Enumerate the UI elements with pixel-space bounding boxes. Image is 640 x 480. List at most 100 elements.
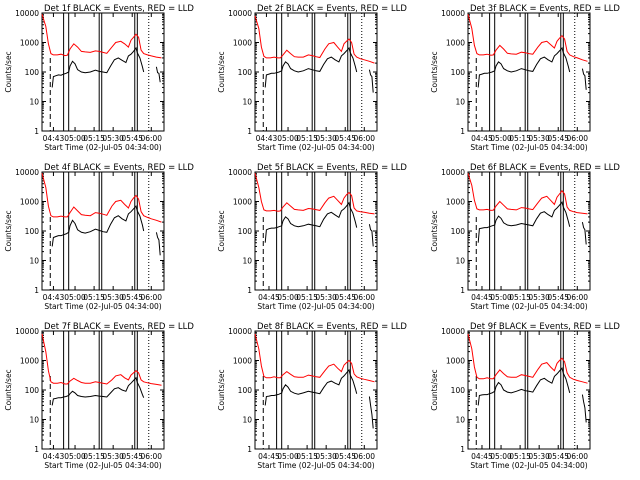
x-tick-label: 04:43 [256,134,278,143]
y-tick-label: 10000 [15,327,39,336]
y-axis-label: Counts/sec [217,51,226,92]
panel-title: Det 9f BLACK = Events, RED = LLD [470,322,620,332]
y-tick-label: 10000 [441,327,465,336]
x-axis-label: Start Time (02-Jul-05 04:34:00) [44,143,161,152]
x-tick-label: 05:15 [509,134,531,143]
y-tick-label: 1000 [446,39,465,48]
y-tick-label: 10000 [441,9,465,18]
y-tick-label: 1 [460,445,465,454]
series-line-events [51,376,145,406]
detector-panel-8: Det 8f BLACK = Events, RED = LLD 1 10 100 10… [217,322,407,470]
panel-title: Det 4f BLACK = Events, RED = LLD [44,163,194,173]
x-tick-label: 05:30 [102,134,124,143]
series-line-lld [41,14,162,59]
x-axis-label: Start Time (02-Jul-05 04:34:00) [44,461,161,470]
y-tick-label: 10000 [228,9,252,18]
series-line-lld [467,14,588,62]
x-tick-label: 05:30 [528,134,550,143]
series-line-events [581,394,587,423]
y-tick-label: 10000 [228,168,252,177]
x-tick-label: 06:00 [353,452,375,461]
series-line-lld [467,333,588,384]
panel-title: Det 3f BLACK = Events, RED = LLD [470,4,620,14]
x-tick-label: 05:45 [121,134,143,143]
y-tick-label: 100 [451,386,466,395]
x-tick-label: 05:00 [64,452,86,461]
detector-panel-9: Det 9f BLACK = Events, RED = LLD 1 10 100 10… [430,322,620,470]
y-axis-label: Counts/sec [4,369,13,410]
plot-frame [41,171,165,291]
x-tick-label: 04:43 [43,134,65,143]
x-tick-label: 05:00 [490,293,512,302]
y-tick-label: 1000 [20,39,39,48]
series-line-events [155,66,161,83]
series-line-events [477,201,571,243]
x-axis-label: Start Time (02-Jul-05 04:34:00) [257,302,374,311]
x-tick-label: 05:00 [277,452,299,461]
y-tick-label: 10 [29,98,39,107]
y-tick-label: 1 [460,127,465,136]
x-axis-label: Start Time (02-Jul-05 04:34:00) [257,143,374,152]
series-line-events [368,69,374,93]
x-tick-label: 05:30 [102,452,124,461]
y-tick-label: 100 [238,68,253,77]
x-tick-label: 05:15 [83,134,105,143]
y-tick-label: 10 [455,257,465,266]
x-tick-label: 05:45 [547,293,569,302]
series-line-events [264,201,358,243]
plot-frame [467,12,591,132]
x-axis-label: Start Time (02-Jul-05 04:34:00) [470,461,587,470]
x-tick-label: 06:00 [140,293,162,302]
plot-frame [254,12,378,132]
y-tick-label: 10 [455,416,465,425]
y-tick-label: 1 [34,127,39,136]
x-tick-label: 05:45 [547,134,569,143]
x-tick-label: 05:45 [334,134,356,143]
panel-title: Det 1f BLACK = Events, RED = LLD [44,4,194,14]
y-tick-label: 1000 [233,198,252,207]
x-tick-label: 05:45 [121,293,143,302]
x-tick-label: 05:45 [121,452,143,461]
x-tick-label: 05:15 [296,452,318,461]
y-tick-label: 1000 [233,39,252,48]
x-tick-label: 05:45 [334,452,356,461]
y-tick-label: 1000 [446,198,465,207]
x-tick-label: 05:00 [277,134,299,143]
y-tick-label: 10 [242,257,252,266]
y-tick-label: 10 [29,416,39,425]
y-tick-label: 10000 [441,168,465,177]
x-tick-label: 05:30 [102,293,124,302]
y-tick-label: 100 [238,386,253,395]
x-tick-label: 05:00 [490,134,512,143]
series-line-events [581,68,587,90]
series-line-lld [254,173,375,215]
y-tick-label: 1000 [20,357,39,366]
x-tick-label: 05:30 [315,134,337,143]
x-tick-label: 05:00 [277,293,299,302]
plot-frame [254,171,378,291]
y-tick-label: 10 [242,98,252,107]
detector-panel-6: Det 6f BLACK = Events, RED = LLD 1 10 100 10… [430,163,620,311]
detector-panel-7: Det 7f BLACK = Events, RED = LLD 1 10 100 10… [4,322,194,470]
detector-panel-4: Det 4f BLACK = Events, RED = LLD 1 10 100 10… [4,163,194,311]
y-tick-label: 100 [238,227,253,236]
y-tick-label: 1 [247,127,252,136]
x-axis-label: Start Time (02-Jul-05 04:34:00) [257,461,374,470]
x-tick-label: 06:00 [566,293,588,302]
panel-title: Det 7f BLACK = Events, RED = LLD [44,322,194,332]
series-line-events [51,205,145,247]
y-axis-label: Counts/sec [217,369,226,410]
series-line-events [477,367,571,406]
series-line-events [581,221,587,245]
y-tick-label: 100 [25,68,40,77]
x-axis-label: Start Time (02-Jul-05 04:34:00) [470,302,587,311]
series-line-events [264,368,358,406]
x-tick-label: 05:15 [296,293,318,302]
x-axis-label: Start Time (02-Jul-05 04:34:00) [44,302,161,311]
series-line-events [368,224,374,247]
series-line-events [51,46,145,88]
y-tick-label: 10000 [15,168,39,177]
y-tick-label: 100 [25,386,40,395]
y-tick-label: 1000 [20,198,39,207]
